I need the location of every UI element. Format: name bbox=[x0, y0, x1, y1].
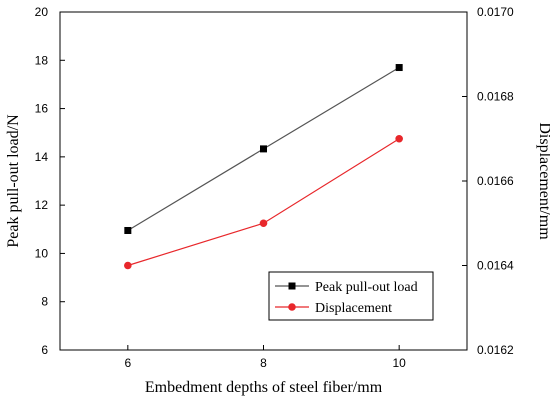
y2-axis-title: Displacement/mm bbox=[536, 122, 550, 240]
legend-marker-circle bbox=[288, 303, 296, 311]
y2-tick-label: 0.0170 bbox=[477, 5, 514, 19]
legend-label-displacement: Displacement bbox=[315, 301, 392, 316]
x-tick-label: 10 bbox=[392, 356, 406, 370]
y-tick-label: 14 bbox=[35, 150, 49, 164]
legend: Peak pull-out load Displacement bbox=[268, 271, 434, 321]
y2-tick-label: 0.0164 bbox=[477, 259, 514, 273]
data-point-square bbox=[395, 64, 403, 72]
y2-tick-label: 0.0162 bbox=[477, 343, 514, 357]
data-point-circle bbox=[395, 134, 403, 143]
x-tick-label: 8 bbox=[260, 356, 267, 370]
y-tick-label: 12 bbox=[35, 198, 49, 212]
legend-box bbox=[268, 271, 434, 321]
y-axis-title: Peak pull-out load/N bbox=[5, 114, 22, 248]
y2-tick-label: 0.0166 bbox=[477, 174, 514, 188]
data-point-circle bbox=[124, 261, 132, 270]
y2-tick-label: 0.0168 bbox=[477, 90, 514, 104]
y-tick-label: 18 bbox=[35, 53, 49, 67]
legend-item-displacement: Displacement bbox=[275, 301, 392, 316]
data-point-square bbox=[124, 226, 132, 234]
x-tick-label: 6 bbox=[124, 356, 131, 370]
series-layer bbox=[124, 64, 403, 270]
y-tick-label: 6 bbox=[41, 343, 48, 357]
ticks: 6 8 10 6 8 10 12 14 16 18 20 0.0162 0.0164 0.0166 0.01… bbox=[35, 5, 514, 370]
data-point-square bbox=[260, 145, 267, 153]
y-tick-label: 16 bbox=[35, 102, 49, 116]
data-point-circle bbox=[259, 219, 268, 228]
y-tick-label: 8 bbox=[41, 295, 48, 309]
legend-item-peak-load: Peak pull-out load bbox=[275, 280, 418, 295]
series-line-1 bbox=[127, 138, 400, 267]
y-tick-label: 10 bbox=[35, 246, 49, 260]
y-tick-label: 20 bbox=[35, 5, 49, 19]
x-axis-title: Embedment depths of steel fiber/mm bbox=[145, 379, 383, 396]
legend-marker-square bbox=[288, 282, 296, 290]
legend-label-peak-load: Peak pull-out load bbox=[315, 280, 418, 295]
